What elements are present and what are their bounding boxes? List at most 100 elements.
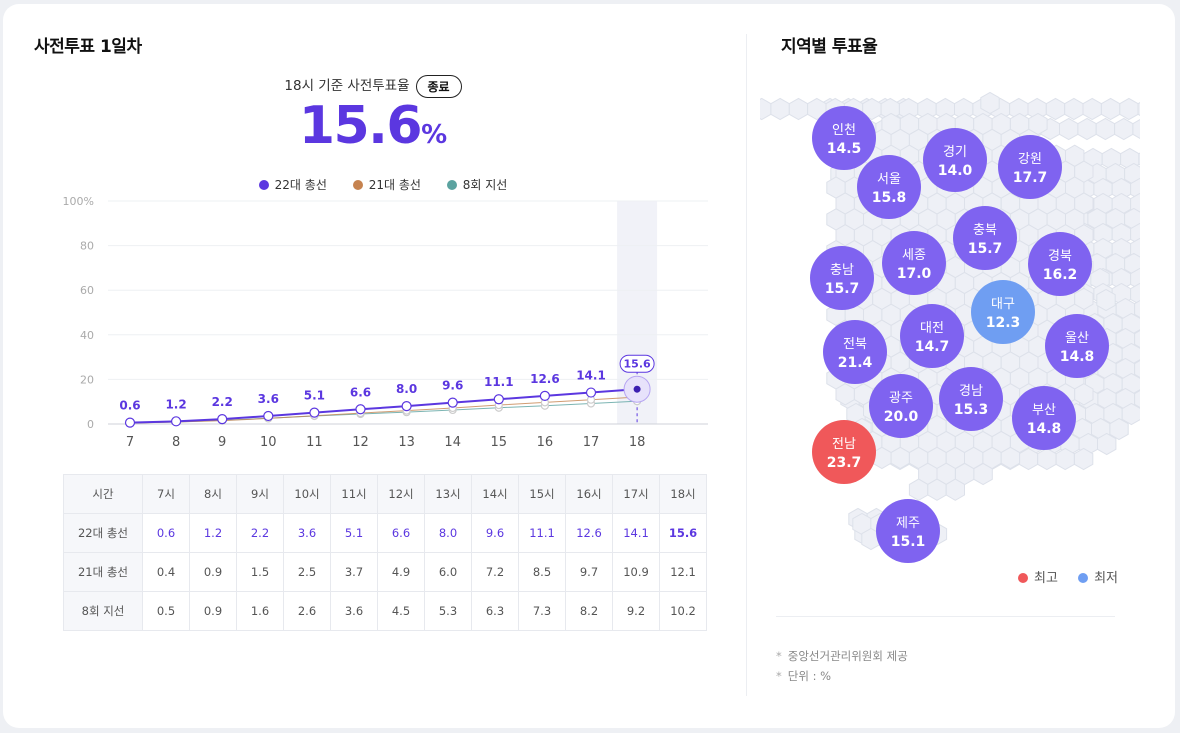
- legend-8[interactable]: 8회 지선: [446, 176, 507, 193]
- region-circle[interactable]: [1028, 232, 1092, 296]
- region-circle[interactable]: [953, 206, 1017, 270]
- region-11[interactable]: 전북 21.4: [823, 320, 887, 384]
- region-value: 14.7: [915, 339, 950, 355]
- data-point[interactable]: [217, 413, 228, 425]
- region-17[interactable]: 제주 15.1: [876, 499, 940, 563]
- region-9[interactable]: 대구 12.3: [971, 280, 1035, 344]
- region-name: 경북: [1048, 249, 1072, 264]
- hex-cell: [1114, 117, 1134, 141]
- region-10[interactable]: 대전 14.7: [900, 304, 964, 368]
- data-point[interactable]: [124, 417, 136, 428]
- region-circle[interactable]: [876, 499, 940, 563]
- x-tick-label: 17: [583, 435, 600, 450]
- region-circle[interactable]: [857, 155, 921, 219]
- region-name: 경남: [959, 384, 983, 399]
- y-tick-label: 60: [80, 284, 94, 297]
- table-hour: 9시: [236, 474, 284, 514]
- region-5[interactable]: 충북 15.7: [953, 206, 1017, 270]
- region-name: 강원: [1018, 152, 1042, 167]
- region-name: 충북: [973, 223, 997, 238]
- table-cell: 11.1: [518, 513, 566, 553]
- legend-21[interactable]: 21대 총선: [352, 176, 421, 193]
- hex-cell: [1100, 97, 1121, 121]
- region-1[interactable]: 인천 14.5: [812, 106, 876, 170]
- hex-cell: [1138, 152, 1140, 166]
- hex-cell: [1059, 117, 1079, 141]
- data-point[interactable]: [309, 407, 320, 418]
- region-circle[interactable]: [812, 420, 876, 484]
- region-7[interactable]: 경북 16.2: [1028, 232, 1092, 296]
- region-circle[interactable]: [869, 374, 933, 438]
- region-15[interactable]: 부산 14.8: [1012, 386, 1076, 450]
- table-cell: 7.2: [471, 552, 519, 592]
- data-point[interactable]: [447, 397, 458, 408]
- hex-cell: [982, 446, 1002, 470]
- hex-cell: [770, 97, 790, 121]
- legend-lowest: 최저: [1078, 571, 1118, 586]
- region-6[interactable]: 세종 17.0: [882, 231, 946, 295]
- note-source: * 중앙선거관리위원회 제공: [776, 646, 908, 666]
- region-circle[interactable]: [882, 231, 946, 295]
- data-label: 3.6: [258, 392, 279, 406]
- data-point[interactable]: [355, 404, 366, 415]
- big-turnout-unit: %: [421, 120, 448, 150]
- region-name: 울산: [1065, 331, 1089, 346]
- y-tick-label: 100%: [63, 195, 94, 208]
- turnout-subtitle: 18시 기준 사전투표율 종료: [0, 74, 746, 98]
- legend-22[interactable]: 22대 총선: [258, 176, 327, 193]
- region-circle[interactable]: [810, 246, 874, 310]
- region-value: 20.0: [884, 409, 919, 425]
- data-point[interactable]: [263, 410, 274, 422]
- table-cell: 6.6: [377, 513, 425, 553]
- table-cell: 5.1: [330, 513, 378, 553]
- big-turnout-value: 15.6: [298, 96, 423, 156]
- table-hour: 16시: [565, 474, 613, 514]
- region-value: 14.8: [1060, 349, 1095, 365]
- table-hour: 12시: [377, 474, 425, 514]
- hex-cell: [1134, 360, 1140, 378]
- hex-cell: [760, 97, 772, 121]
- region-circle[interactable]: [812, 106, 876, 170]
- region-circle[interactable]: [971, 280, 1035, 344]
- hex-cell: [1119, 97, 1139, 121]
- region-circle[interactable]: [939, 367, 1003, 431]
- region-12[interactable]: 울산 14.8: [1045, 314, 1109, 378]
- table-row-label: 22대 총선: [63, 513, 143, 553]
- region-14[interactable]: 광주 20.0: [869, 374, 933, 438]
- table-cell: 1.2: [189, 513, 237, 553]
- table-cell: 6.3: [471, 591, 519, 631]
- region-circle[interactable]: [1045, 314, 1109, 378]
- table-cell: 7.3: [518, 591, 566, 631]
- region-circle[interactable]: [1012, 386, 1076, 450]
- region-name: 제주: [896, 516, 920, 531]
- data-point[interactable]: [539, 390, 551, 402]
- x-tick-label: 12: [352, 435, 369, 450]
- region-8[interactable]: 충남 15.7: [810, 246, 874, 310]
- region-2[interactable]: 경기 14.0: [923, 128, 987, 192]
- region-3[interactable]: 강원 17.7: [998, 135, 1062, 199]
- legend-22-dot: [258, 180, 269, 190]
- data-point[interactable]: [401, 401, 412, 412]
- data-point[interactable]: [171, 416, 182, 427]
- hex-cell: [1045, 97, 1066, 121]
- region-name: 경기: [943, 145, 967, 160]
- region-circle[interactable]: [823, 320, 887, 384]
- x-tick-label: 10: [260, 435, 277, 450]
- hex-cell: [1121, 402, 1140, 426]
- data-point[interactable]: [585, 387, 597, 398]
- region-circle[interactable]: [998, 135, 1062, 199]
- region-value: 15.7: [968, 241, 1003, 257]
- subtitle-text: 18시 기준 사전투표율: [284, 78, 410, 94]
- region-circle[interactable]: [900, 304, 964, 368]
- region-value: 15.8: [872, 190, 907, 206]
- region-4[interactable]: 서울 15.8: [857, 155, 921, 219]
- region-13[interactable]: 경남 15.3: [939, 367, 1003, 431]
- data-point[interactable]: [493, 394, 504, 405]
- table-row: 21대 총선 0.4 0.9 1.5 2.5 3.7 4.9 6.0 7.2 8.5 9.7 10.9…: [63, 552, 707, 592]
- region-16[interactable]: 전남 23.7: [812, 420, 876, 484]
- highlight-point[interactable]: [633, 385, 641, 393]
- hex-cell: [1064, 97, 1084, 121]
- region-circle[interactable]: [923, 128, 987, 192]
- table-cell: 1.5: [236, 552, 284, 592]
- x-tick-label: 13: [398, 435, 415, 450]
